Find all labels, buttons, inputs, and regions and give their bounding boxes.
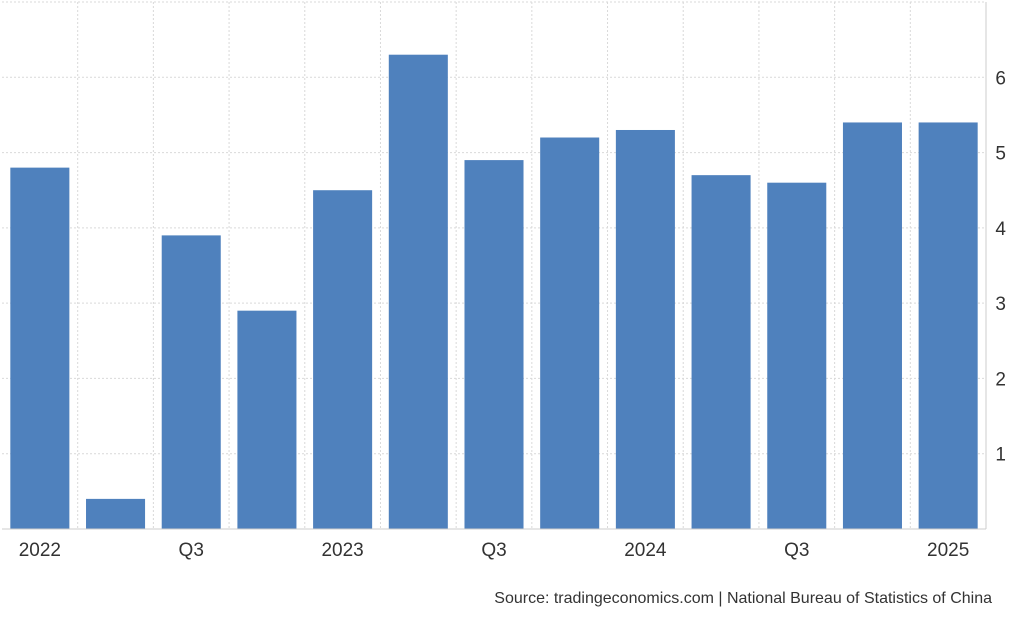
x-tick-label-3: Q3	[481, 540, 506, 561]
bar-2022-q1	[10, 167, 70, 529]
bar-2024-q3	[767, 182, 827, 529]
y-tick-label-3: 3	[995, 294, 1006, 315]
bar-2025-q1	[918, 122, 978, 529]
y-tick-label-5: 5	[995, 144, 1006, 165]
bar-2023-q2	[388, 54, 448, 529]
x-tick-label-4: 2024	[624, 540, 667, 561]
y-tick-label-1: 1	[995, 445, 1006, 466]
bar-2022-q2	[86, 498, 146, 529]
bar-2024-q1	[615, 129, 675, 529]
y-tick-label-4: 4	[995, 219, 1006, 240]
bar-series	[10, 54, 978, 529]
bar-2023-q1	[313, 190, 373, 529]
x-tick-label-5: Q3	[784, 540, 809, 561]
bar-2024-q2	[691, 175, 751, 529]
x-tick-label-6: 2025	[927, 540, 969, 561]
y-tick-label-6: 6	[995, 68, 1006, 89]
x-tick-label-1: Q3	[179, 540, 204, 561]
tick-labels: 1 2 3 4 5 6 2022 Q3 2023 Q3 2024 Q3 2025	[19, 68, 1007, 561]
axes	[2, 2, 987, 530]
x-tick-label-0: 2022	[19, 540, 61, 561]
bar-2023-q4	[540, 137, 600, 529]
x-tick-label-2: 2023	[321, 540, 363, 561]
bar-2022-q4	[237, 310, 297, 529]
bar-2022-q3	[161, 235, 221, 529]
bar-2024-q4	[842, 122, 902, 529]
source-note: Source: tradingeconomics.com | National …	[494, 590, 992, 607]
y-tick-label-2: 2	[995, 369, 1006, 390]
bar-2023-q3	[464, 160, 524, 529]
